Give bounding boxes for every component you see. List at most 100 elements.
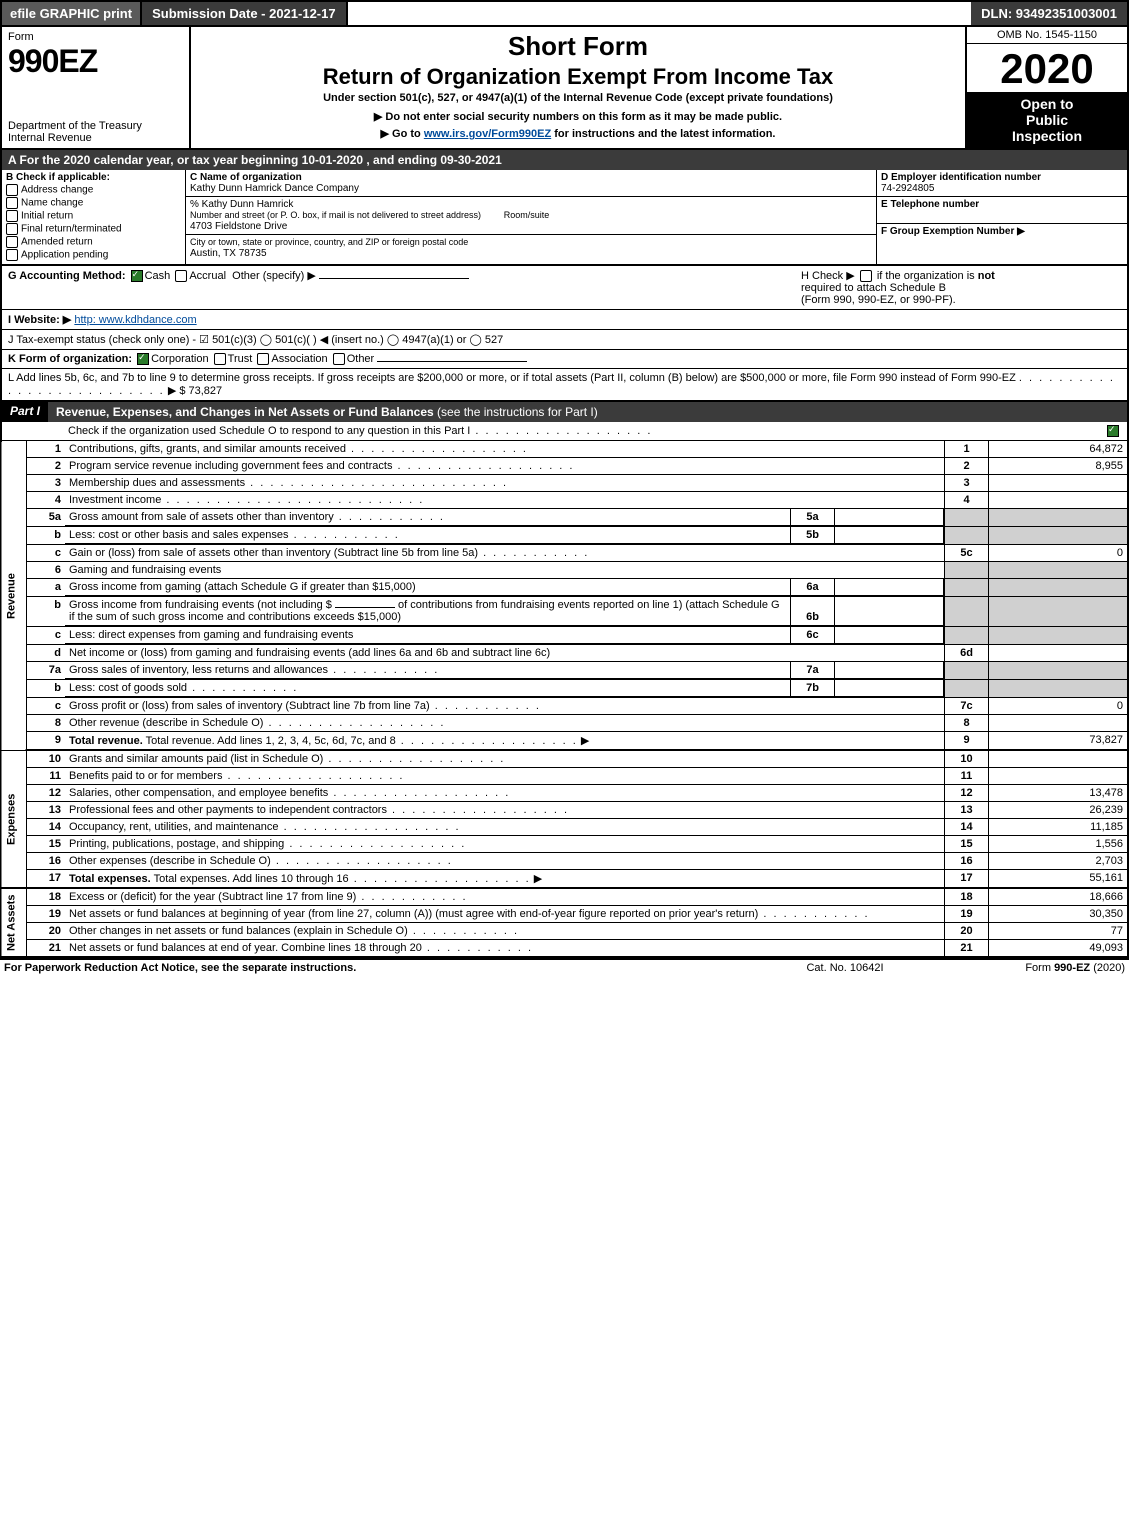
footer-paperwork: For Paperwork Reduction Act Notice, see … xyxy=(4,962,745,974)
chk-trust[interactable] xyxy=(214,353,226,365)
chk-schedule-o-part-i[interactable] xyxy=(1107,425,1119,437)
chk-association[interactable] xyxy=(257,353,269,365)
line-l: L Add lines 5b, 6c, and 7b to line 9 to … xyxy=(0,369,1129,402)
row-12: 12 Salaries, other compensation, and emp… xyxy=(1,785,1128,802)
row-2: 2 Program service revenue including gove… xyxy=(1,458,1128,475)
room-label: Room/suite xyxy=(504,210,550,220)
line-h-text1: H Check ▶ xyxy=(801,270,855,282)
tax-exempt-status: J Tax-exempt status (check only one) - ☑… xyxy=(8,333,1121,346)
box-c-label: C Name of organization xyxy=(190,172,302,183)
row-5a: 5a Gross amount from sale of assets othe… xyxy=(1,509,1128,527)
city: Austin, TX 78735 xyxy=(190,248,267,259)
line-l-amount: ▶ $ 73,827 xyxy=(168,385,222,397)
ein: 74-2924805 xyxy=(881,183,934,194)
part-i-note: (see the instructions for Part I) xyxy=(437,405,598,419)
box-c: C Name of organization Kathy Dunn Hamric… xyxy=(186,170,877,264)
line-i: I Website: ▶ http: www.kdhdance.com xyxy=(0,310,1129,330)
part-i-tag: Part I xyxy=(2,402,48,422)
chk-other-org[interactable] xyxy=(333,353,345,365)
row-11: 11 Benefits paid to or for members 11 xyxy=(1,768,1128,785)
chk-cash[interactable] xyxy=(131,270,143,282)
dept-irs: Internal Revenue xyxy=(8,132,183,144)
form-code: 990EZ xyxy=(8,43,183,80)
org-name: Kathy Dunn Hamrick Dance Company xyxy=(190,183,359,194)
spacer xyxy=(348,2,972,25)
inspection-line1: Open to xyxy=(971,96,1123,112)
row-6c: c Less: direct expenses from gaming and … xyxy=(1,627,1128,645)
tax-year: 2020 xyxy=(967,44,1127,92)
chk-amended-return[interactable]: Amended return xyxy=(6,236,181,248)
line-k: K Form of organization: Corporation Trus… xyxy=(0,350,1129,369)
row-18: Net Assets 18 Excess or (deficit) for th… xyxy=(1,888,1128,906)
inspection-line3: Inspection xyxy=(971,128,1123,144)
line-l-text: L Add lines 5b, 6c, and 7b to line 9 to … xyxy=(8,372,1016,384)
dln: DLN: 93492351003001 xyxy=(971,2,1127,25)
directive-ssn: ▶ Do not enter social security numbers o… xyxy=(197,110,959,123)
street: 4703 Fieldstone Drive xyxy=(190,221,287,232)
row-5b: b Less: cost or other basis and sales ex… xyxy=(1,527,1128,545)
inspection-box: Open to Public Inspection xyxy=(967,92,1127,148)
row-6d: d Net income or (loss) from gaming and f… xyxy=(1,645,1128,662)
directive-post: for instructions and the latest informat… xyxy=(554,128,775,140)
footer-catno: Cat. No. 10642I xyxy=(745,962,945,974)
header-right: OMB No. 1545-1150 2020 Open to Public In… xyxy=(967,27,1127,148)
directive-pre: ▶ Go to xyxy=(381,128,424,140)
inspection-line2: Public xyxy=(971,112,1123,128)
website-link[interactable]: http: www.kdhdance.com xyxy=(74,314,196,326)
chk-application-pending[interactable]: Application pending xyxy=(6,249,181,261)
line-g-h: G Accounting Method: Cash Accrual Other … xyxy=(0,266,1129,310)
row-17: 17 Total expenses. Total expenses. Add l… xyxy=(1,870,1128,889)
part-i-table: Revenue 1 Contributions, gifts, grants, … xyxy=(0,441,1129,958)
row-21: 21 Net assets or fund balances at end of… xyxy=(1,940,1128,958)
line-k-label: K Form of organization: xyxy=(8,353,132,365)
form-header: Form 990EZ Department of the Treasury In… xyxy=(0,25,1129,150)
row-19: 19 Net assets or fund balances at beginn… xyxy=(1,906,1128,923)
footer-formref: Form 990-EZ (2020) xyxy=(945,962,1125,974)
row-7c: c Gross profit or (loss) from sales of i… xyxy=(1,698,1128,715)
tax-period: A For the 2020 calendar year, or tax yea… xyxy=(0,150,1129,170)
box-b: B Check if applicable: Address change Na… xyxy=(2,170,186,264)
header-mid: Short Form Return of Organization Exempt… xyxy=(191,27,967,148)
header-left: Form 990EZ Department of the Treasury In… xyxy=(2,27,191,148)
directive-url: ▶ Go to www.irs.gov/Form990EZ for instru… xyxy=(197,127,959,140)
short-form-title: Short Form xyxy=(197,31,959,62)
section-expenses: Expenses xyxy=(1,750,27,888)
row-14: 14 Occupancy, rent, utilities, and maint… xyxy=(1,819,1128,836)
box-f-label: F Group Exemption Number ▶ xyxy=(881,226,1025,237)
part-i-check: Check if the organization used Schedule … xyxy=(0,422,1129,441)
chk-initial-return[interactable]: Initial return xyxy=(6,210,181,222)
omb-number: OMB No. 1545-1150 xyxy=(967,27,1127,44)
street-label: Number and street (or P. O. box, if mail… xyxy=(190,210,481,220)
section-revenue: Revenue xyxy=(1,441,27,750)
efile-print-button[interactable]: efile GRAPHIC print xyxy=(2,2,142,25)
dept-treasury: Department of the Treasury xyxy=(8,120,183,132)
row-7a: 7a Gross sales of inventory, less return… xyxy=(1,662,1128,680)
row-16: 16 Other expenses (describe in Schedule … xyxy=(1,853,1128,870)
form-word: Form xyxy=(8,31,183,43)
chk-accrual[interactable] xyxy=(175,270,187,282)
row-15: 15 Printing, publications, postage, and … xyxy=(1,836,1128,853)
chk-name-change[interactable]: Name change xyxy=(6,197,181,209)
chk-corporation[interactable] xyxy=(137,353,149,365)
line-j: J Tax-exempt status (check only one) - ☑… xyxy=(0,330,1129,350)
row-6: 6 Gaming and fundraising events xyxy=(1,562,1128,579)
chk-schedule-b[interactable] xyxy=(860,270,872,282)
box-d-label: D Employer identification number xyxy=(881,172,1041,183)
part-i-title: Revenue, Expenses, and Changes in Net As… xyxy=(56,405,434,419)
irs-link[interactable]: www.irs.gov/Form990EZ xyxy=(424,128,551,140)
row-9: 9 Total revenue. Total revenue. Add line… xyxy=(1,732,1128,751)
city-label: City or town, state or province, country… xyxy=(190,237,468,247)
line-i-label: I Website: ▶ xyxy=(8,314,71,326)
row-5c: c Gain or (loss) from sale of assets oth… xyxy=(1,545,1128,562)
top-bar: efile GRAPHIC print Submission Date - 20… xyxy=(0,0,1129,25)
chk-final-return[interactable]: Final return/terminated xyxy=(6,223,181,235)
part-i-check-text: Check if the organization used Schedule … xyxy=(68,425,470,437)
section-netassets: Net Assets xyxy=(1,888,27,957)
row-6b: b Gross income from fundraising events (… xyxy=(1,597,1128,627)
return-title: Return of Organization Exempt From Incom… xyxy=(197,64,959,90)
row-13: 13 Professional fees and other payments … xyxy=(1,802,1128,819)
box-e-label: E Telephone number xyxy=(881,199,979,210)
chk-address-change[interactable]: Address change xyxy=(6,184,181,196)
part-i-header: Part I Revenue, Expenses, and Changes in… xyxy=(0,402,1129,422)
row-10: Expenses 10 Grants and similar amounts p… xyxy=(1,750,1128,768)
